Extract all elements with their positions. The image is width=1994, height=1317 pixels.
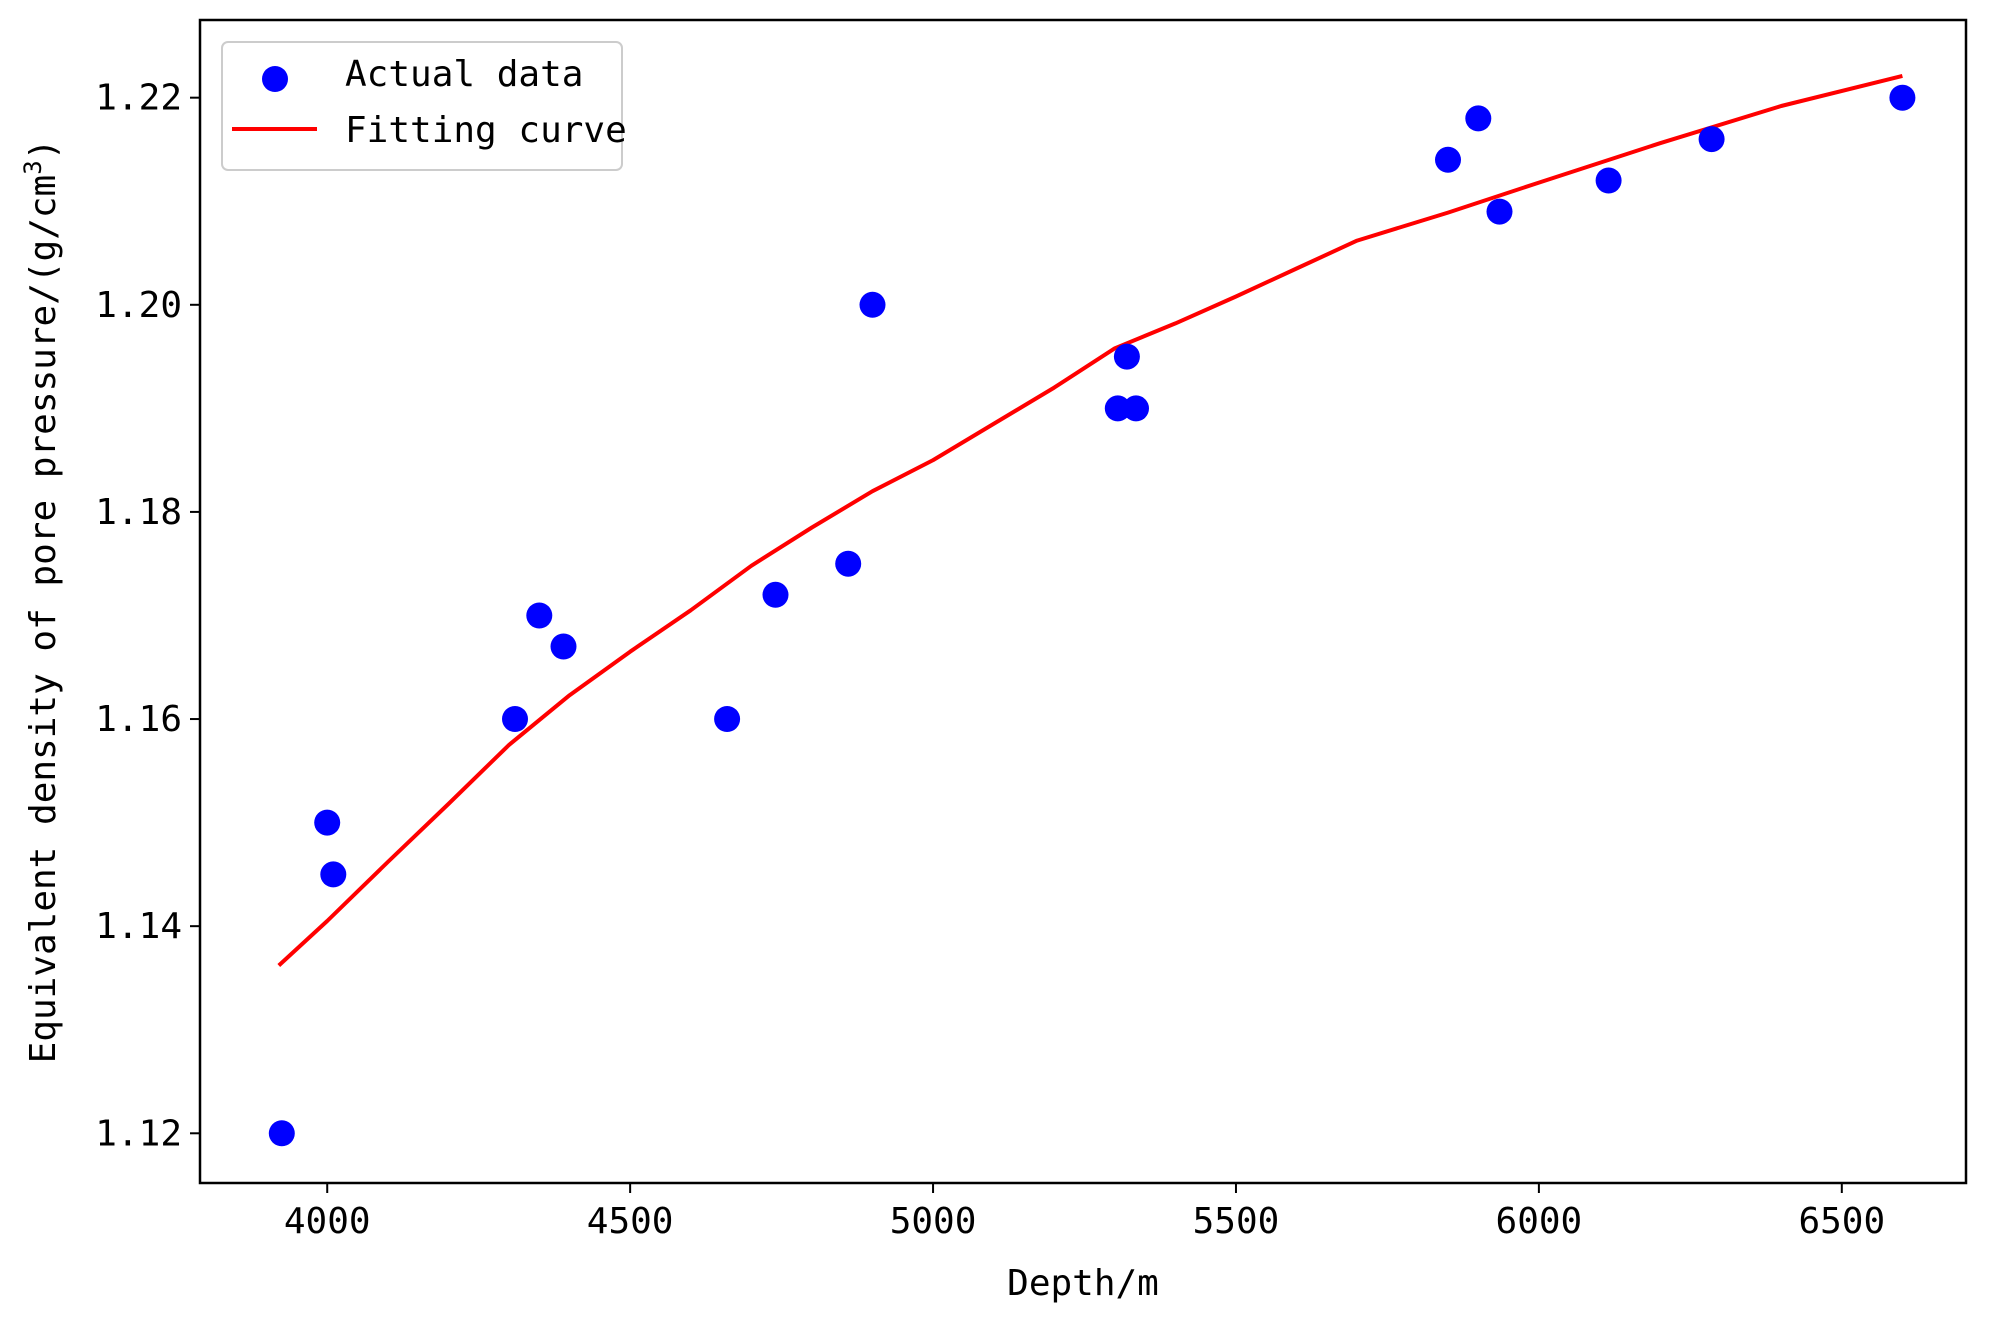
data-point-6 [550, 633, 577, 660]
y-axis-label: Equivalent density of pore pressure/(g/c… [19, 139, 64, 1064]
data-point-3 [320, 861, 347, 888]
x-tick-label: 4500 [587, 1201, 674, 1242]
y-axis-label-suffix: ) [23, 139, 64, 161]
data-point-18 [1698, 126, 1725, 153]
legend-marker-actual-data [262, 66, 288, 92]
x-tick-label: 5500 [1193, 1201, 1280, 1242]
y-axis: 1.12 1.14 1.16 1.18 1.20 1.22 [95, 78, 200, 1154]
x-tick-label: 6000 [1496, 1201, 1583, 1242]
plot-area-frame [198, 18, 1968, 1185]
legend-label-actual-data: Actual data [345, 54, 583, 95]
x-axis-label: Depth/m [1007, 1263, 1159, 1304]
y-tick-label: 1.18 [95, 492, 182, 533]
y-tick-label: 1.12 [95, 1113, 182, 1154]
y-axis-label-main: Equivalent density of pore pressure/(g/c… [23, 175, 64, 1064]
data-point-17 [1595, 167, 1622, 194]
data-point-5 [526, 602, 553, 629]
legend-label-fitting-curve: Fitting curve [345, 110, 627, 151]
data-point-9 [835, 550, 862, 577]
data-point-2 [314, 809, 341, 836]
fitting-curve-line [277, 73, 1903, 967]
x-axis: 4000 4500 5000 5500 6000 6500 [284, 1183, 1885, 1242]
data-point-8 [762, 581, 789, 608]
data-point-16 [1486, 198, 1513, 225]
data-point-13 [1123, 395, 1149, 422]
legend: Actual data Fitting curve [221, 41, 627, 171]
data-point-4 [502, 706, 528, 732]
x-tick-label: 5000 [890, 1201, 977, 1242]
legend-box [221, 41, 623, 171]
y-tick-label: 1.22 [95, 78, 182, 119]
y-tick-label: 1.14 [95, 906, 182, 947]
data-point-10 [859, 291, 886, 318]
data-point-7 [714, 706, 741, 732]
data-point-11 [1104, 395, 1131, 422]
data-point-19 [1889, 84, 1916, 111]
data-point-12 [1113, 343, 1140, 370]
data-point-15 [1465, 105, 1492, 132]
x-tick-label: 6500 [1798, 1201, 1885, 1242]
y-tick-label: 1.16 [95, 699, 182, 740]
x-tick-label: 4000 [284, 1201, 371, 1242]
y-tick-label: 1.20 [95, 285, 182, 326]
y-axis-label-superscript: 3 [19, 160, 47, 174]
data-point-1 [268, 1120, 295, 1147]
plot-marks [268, 73, 1916, 1147]
data-point-14 [1435, 146, 1461, 173]
